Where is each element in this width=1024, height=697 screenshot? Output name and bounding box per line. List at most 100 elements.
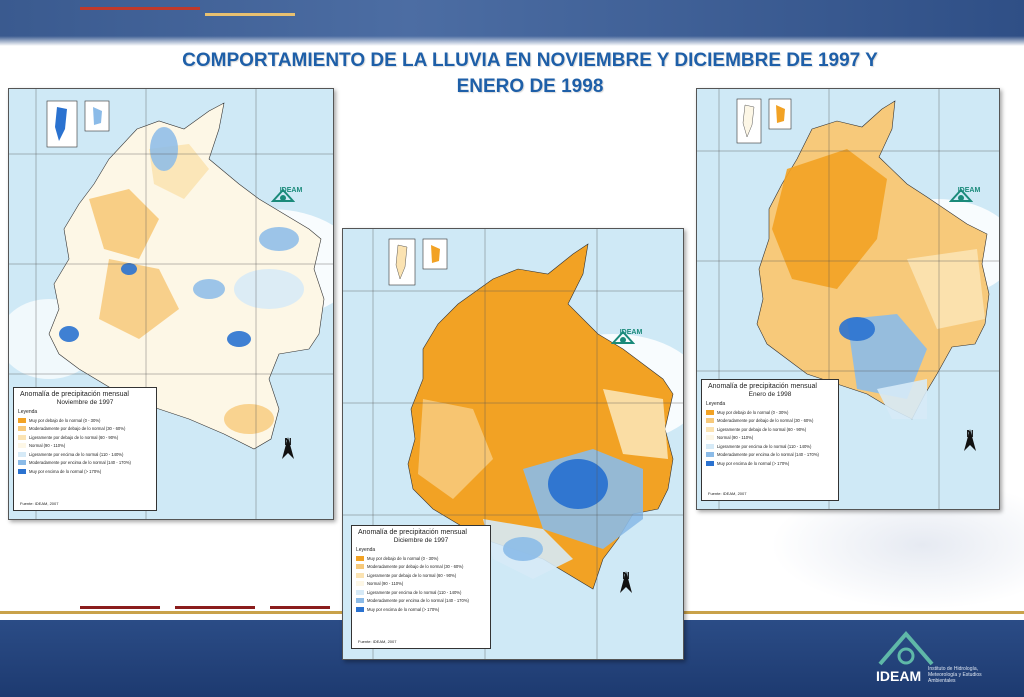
legend-rows: Muy por debajo de lo normal (0 - 30%) Mod… xyxy=(352,554,490,614)
page-title: COMPORTAMIENTO DE LA LLUVIA EN NOVIEMBRE… xyxy=(120,48,940,100)
legend-item-label: Normal (90 - 110%) xyxy=(29,443,66,449)
north-arrow: N xyxy=(963,429,977,451)
inset-island-shape xyxy=(395,244,408,280)
anomaly-patch xyxy=(193,279,225,299)
legend-item-label: Ligeramente por encima de lo normal (110… xyxy=(717,443,812,449)
ideam-map-logo-text: IDEAM xyxy=(619,329,643,336)
legend-item-label: Normal (90 - 110%) xyxy=(717,435,754,441)
anomaly-patch xyxy=(89,189,159,259)
accent-line-red xyxy=(80,7,200,10)
legend-swatch xyxy=(706,426,714,432)
footer-red-dash xyxy=(270,606,330,609)
legend-swatch xyxy=(18,434,26,440)
legend-item-label: Muy por debajo de lo normal (0 - 30%) xyxy=(29,417,101,423)
legend-item: Moderadamente por debajo de lo normal (3… xyxy=(356,563,490,572)
legend-heading: Leyenda xyxy=(356,547,376,553)
legend-item-label: Muy por debajo de lo normal (0 - 30%) xyxy=(367,555,439,561)
legend-period: Noviembre de 1997 xyxy=(56,399,114,406)
anomaly-patch xyxy=(234,269,304,309)
legend-source: Fuente: IDEAM, 2007 xyxy=(358,639,397,644)
legend-item-label: Ligeramente por debajo de lo normal (60 … xyxy=(367,572,457,578)
ideam-corner-name: IDEAM xyxy=(876,668,922,684)
ideam-corner-subtitle: Instituto de Hidrología, Meteorología y … xyxy=(928,666,982,684)
legend-swatch xyxy=(356,598,364,604)
legend-swatch xyxy=(356,555,364,561)
legend-heading: Leyenda xyxy=(18,409,38,415)
legend-swatch xyxy=(706,443,714,449)
anomaly-patch xyxy=(224,404,274,434)
legend-item: Muy por encima de lo normal (> 170%) xyxy=(706,459,838,468)
legend-item: Normal (90 - 110%) xyxy=(356,580,490,589)
anomaly-patch xyxy=(548,459,608,509)
anomaly-patch xyxy=(839,317,875,341)
anomaly-patch xyxy=(503,537,543,561)
ideam-house-icon xyxy=(611,330,635,344)
inset-island-shape xyxy=(93,107,102,125)
accent-line-gold xyxy=(205,13,295,16)
legend-item-label: Ligeramente por encima de lo normal (110… xyxy=(29,451,124,457)
ideam-corner-house-icon xyxy=(878,630,934,666)
legend-item: Ligeramente por encima de lo normal (110… xyxy=(18,450,156,459)
legend-swatch xyxy=(706,409,714,415)
anomaly-patch xyxy=(259,227,299,251)
legend-swatch xyxy=(18,468,26,474)
ideam-map-logo: IDEAM xyxy=(949,187,989,202)
legend-swatch xyxy=(356,606,364,612)
legend-swatch xyxy=(18,451,26,457)
graticule xyxy=(697,89,999,509)
legend-item: Moderadamente por debajo de lo normal (3… xyxy=(18,425,156,434)
legend-swatch xyxy=(356,572,364,578)
north-arrow: N xyxy=(619,571,633,593)
legend-item: Moderadamente por debajo de lo normal (3… xyxy=(706,417,838,426)
legend-item-label: Muy por encima de lo normal (> 170%) xyxy=(367,606,440,612)
legend-item-label: Moderadamente por debajo de lo normal (3… xyxy=(717,418,814,424)
legend-item-label: Muy por debajo de lo normal (0 - 30%) xyxy=(717,409,789,415)
legend-item-label: Ligeramente por debajo de lo normal (60 … xyxy=(29,434,119,440)
legend-item: Normal (90 - 110%) xyxy=(18,442,156,451)
ideam-map-logo-text: IDEAM xyxy=(957,187,981,194)
legend-item: Muy por debajo de lo normal (0 - 30%) xyxy=(706,408,838,417)
legend-swatch xyxy=(18,460,26,466)
legend-item-label: Muy por encima de lo normal (> 170%) xyxy=(29,468,102,474)
legend-item: Muy por debajo de lo normal (0 - 30%) xyxy=(356,554,490,563)
anomaly-patch xyxy=(150,127,178,171)
ideam-corner-logo: IDEAM Instituto de Hidrología, Meteorolo… xyxy=(876,628,1016,690)
ideam-map-logo: IDEAM xyxy=(611,329,651,344)
anomaly-patch xyxy=(418,399,493,499)
legend-item-label: Ligeramente por encima de lo normal (110… xyxy=(367,589,462,595)
legend-item: Moderadamente por encima de lo normal (1… xyxy=(706,451,838,460)
inset-island-shape xyxy=(55,107,67,141)
legend-item-label: Moderadamente por encima de lo normal (1… xyxy=(29,460,131,466)
legend-item: Muy por encima de lo normal (> 170%) xyxy=(18,467,156,476)
legend-item: Normal (90 - 110%) xyxy=(706,434,838,443)
north-arrow: N xyxy=(281,437,295,459)
inset-island-shape xyxy=(431,245,440,263)
legend-rows: Muy por debajo de lo normal (0 - 30%) Mod… xyxy=(14,416,156,476)
legend-item: Ligeramente por debajo de lo normal (60 … xyxy=(356,571,490,580)
legend-item: Ligeramente por debajo de lo normal (60 … xyxy=(18,433,156,442)
legend-swatch xyxy=(356,589,364,595)
legend-item: Muy por debajo de lo normal (0 - 30%) xyxy=(18,416,156,425)
legend-item: Moderadamente por encima de lo normal (1… xyxy=(356,597,490,606)
legend-source: Fuente: IDEAM, 2007 xyxy=(20,501,59,506)
legend-item: Ligeramente por encima de lo normal (110… xyxy=(356,588,490,597)
legend-swatch xyxy=(706,460,714,466)
map-december-1997: IDEAM Anomalía de precipitación mensual … xyxy=(342,228,684,660)
legend-title: Anomalía de precipitación mensual xyxy=(20,391,129,398)
legend-period: Diciembre de 1997 xyxy=(393,537,449,544)
ideam-house-icon xyxy=(949,188,973,202)
anomaly-patch xyxy=(772,149,887,289)
map-legend: Anomalía de precipitación mensual Noviem… xyxy=(13,387,157,511)
legend-swatch xyxy=(356,564,364,570)
footer-red-dash xyxy=(80,606,160,609)
legend-period: Enero de 1998 xyxy=(748,391,792,398)
legend-swatch xyxy=(18,443,26,449)
north-arrow-icon xyxy=(964,429,976,451)
legend-item: Ligeramente por debajo de lo normal (60 … xyxy=(706,425,838,434)
legend-item: Ligeramente por encima de lo normal (110… xyxy=(706,442,838,451)
anomaly-patch xyxy=(59,326,79,342)
ideam-map-logo: IDEAM xyxy=(271,187,311,202)
map-november-1997: IDEAM Anomalía de precipitación mensual … xyxy=(8,88,334,520)
map-legend: Anomalía de precipitación mensual Diciem… xyxy=(351,525,491,649)
title-line-1: COMPORTAMIENTO DE LA LLUVIA EN NOVIEMBRE… xyxy=(182,50,878,71)
